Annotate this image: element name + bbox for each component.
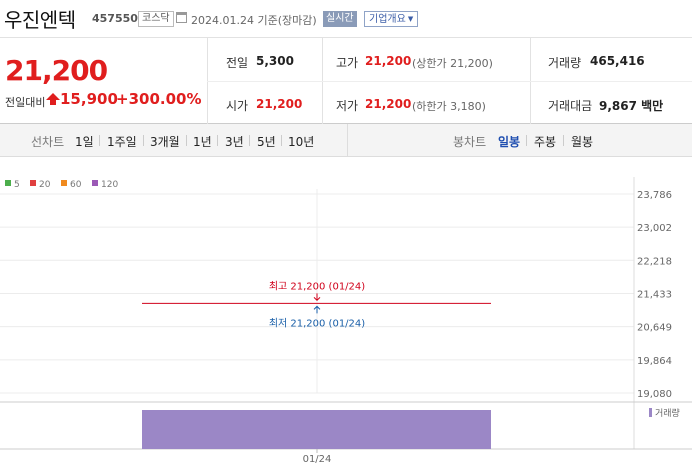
company-info-dropdown[interactable]: 기업개요 ▼ (364, 11, 419, 27)
divider (563, 135, 564, 146)
y-tick-label: 19,864 (637, 356, 672, 367)
volume-bar (142, 410, 491, 449)
period-3m[interactable]: 3개월 (150, 135, 180, 149)
line-chart-label: 선차트 (31, 135, 65, 149)
divider (99, 135, 100, 146)
amount-value: 9,867 백만 (599, 99, 664, 113)
open-label: 시가 (226, 99, 249, 113)
stock-header: 우진엔텍 457550 코스닥 2024.01.24 기준(장마감) 실시간 기… (0, 0, 692, 38)
change-label: 전일대비 (5, 96, 46, 109)
legend-label: 120 (101, 180, 118, 190)
divider (207, 81, 692, 82)
period-5y[interactable]: 5년 (257, 135, 276, 149)
volume-chart: 거래량 (0, 401, 692, 453)
low-value: 21,200 (365, 97, 412, 111)
period-3y[interactable]: 3년 (225, 135, 244, 149)
up-arrow-icon (46, 93, 60, 105)
legend-label: 5 (14, 180, 20, 190)
high-label: 고가 (336, 56, 359, 70)
divider (281, 135, 282, 146)
period-10y[interactable]: 10년 (288, 135, 315, 149)
high-value: 21,200 (365, 54, 412, 68)
up-arrow-icon (313, 305, 321, 314)
volume-label: 거래량 (548, 56, 582, 70)
y-tick-label: 22,218 (637, 256, 672, 267)
amount-label: 거래대금 (548, 99, 593, 113)
down-arrow-icon (313, 293, 321, 302)
x-axis: 01/24 (303, 454, 332, 465)
period-bar: 선차트 1일 1주일 3개월 1년 3년 5년 10년 봉차트 일봉 주봉 월봉 (0, 124, 692, 157)
volume-legend-swatch (649, 408, 652, 417)
calendar-icon (176, 12, 187, 23)
y-tick-label: 21,433 (637, 290, 672, 301)
y-tick-label: 23,002 (637, 223, 672, 234)
lower-limit: (하한가 3,180) (412, 100, 486, 113)
divider (249, 135, 250, 146)
period-1d[interactable]: 1일 (75, 135, 94, 149)
legend-label: 20 (39, 180, 51, 190)
volume-value: 465,416 (590, 54, 645, 68)
chart-legend: 5 20 60 120 (5, 180, 118, 190)
y-tick-label: 19,080 (637, 389, 672, 400)
legend-label: 60 (70, 180, 82, 190)
divider (526, 135, 527, 146)
volume-legend-label: 거래량 (655, 407, 680, 419)
period-1w[interactable]: 1주일 (107, 135, 137, 149)
open-value: 21,200 (256, 97, 303, 111)
divider (347, 124, 348, 157)
divider (217, 135, 218, 146)
stock-code: 457550 (92, 12, 138, 25)
divider (143, 135, 144, 146)
x-tick-label: 01/24 (303, 454, 332, 465)
period-1y[interactable]: 1년 (193, 135, 212, 149)
base-date: 2024.01.24 기준(장마감) (191, 14, 317, 27)
prev-close-value: 5,300 (256, 54, 294, 68)
legend-swatch (92, 180, 98, 186)
realtime-button[interactable]: 실시간 (323, 11, 357, 27)
low-annotation: 최저 21,200 (01/24) (269, 317, 365, 329)
legend-swatch (30, 180, 36, 186)
current-price: 21,200 (5, 54, 108, 87)
company-info-label: 기업개요 (369, 14, 406, 25)
low-label: 저가 (336, 99, 359, 113)
high-annotation: 최고 21,200 (01/24) (269, 280, 365, 292)
price-marks: 최고 21,200 (01/24) 최저 21,200 (01/24) (142, 280, 491, 329)
market-badge: 코스닥 (138, 11, 174, 27)
stock-name: 우진엔텍 (4, 8, 76, 32)
change-value: 15,900 (60, 90, 118, 108)
chevron-down-icon: ▼ (407, 15, 414, 23)
change-percent: +300.00% (116, 90, 202, 108)
legend-swatch (61, 180, 67, 186)
price-chart[interactable]: 5 20 60 120 23,786 23,002 22,218 21,433 20,649 1… (0, 157, 692, 468)
prev-close-label: 전일 (226, 56, 249, 70)
upper-limit: (상한가 21,200) (412, 57, 493, 70)
period-daily[interactable]: 일봉 (498, 135, 521, 149)
divider (186, 135, 187, 146)
price-panel: 21,200 전일대비 15,900 +300.00% 전일 5,300 고가 … (0, 38, 692, 124)
y-axis: 23,786 23,002 22,218 21,433 20,649 19,864 19,0… (637, 190, 672, 400)
candle-chart-label: 봉차트 (453, 135, 487, 149)
legend-swatch (5, 180, 11, 186)
y-tick-label: 20,649 (637, 323, 672, 334)
y-tick-label: 23,786 (637, 190, 672, 201)
period-weekly[interactable]: 주봉 (534, 135, 557, 149)
period-monthly[interactable]: 월봉 (571, 135, 594, 149)
